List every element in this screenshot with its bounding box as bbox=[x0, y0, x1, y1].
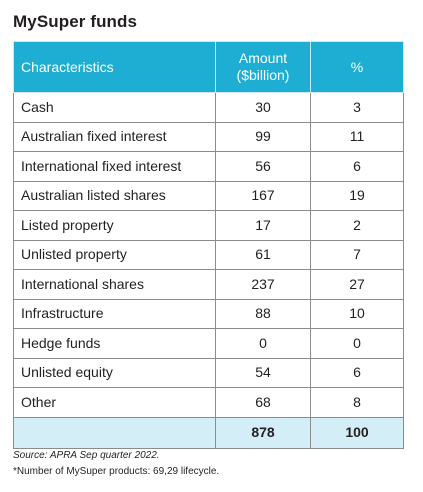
page-title: MySuper funds bbox=[13, 12, 138, 31]
table-row: Hedge funds 0 0 bbox=[13, 328, 404, 359]
table-row: Other 68 8 bbox=[13, 387, 404, 418]
row-percent: 8 bbox=[310, 387, 404, 418]
row-amount: 54 bbox=[215, 357, 311, 388]
row-label: International shares bbox=[13, 269, 216, 300]
row-percent: 6 bbox=[310, 151, 404, 182]
row-label: Unlisted equity bbox=[13, 357, 216, 388]
row-label: Cash bbox=[13, 92, 216, 123]
row-amount: 56 bbox=[215, 151, 311, 182]
table-header-row: Characteristics Amount ($billion) % bbox=[13, 41, 404, 93]
row-amount: 17 bbox=[215, 210, 311, 241]
row-percent: 27 bbox=[310, 269, 404, 300]
table-row: Australian listed shares 167 19 bbox=[13, 180, 404, 211]
table-row: Australian fixed interest 99 11 bbox=[13, 121, 404, 152]
row-amount: 237 bbox=[215, 269, 311, 300]
row-amount: 167 bbox=[215, 180, 311, 211]
row-percent: 6 bbox=[310, 357, 404, 388]
header-percent: % bbox=[310, 41, 404, 93]
source-note: Source: APRA Sep quarter 2022. bbox=[13, 450, 160, 461]
row-amount: 0 bbox=[215, 328, 311, 359]
row-amount: 61 bbox=[215, 239, 311, 270]
row-percent: 2 bbox=[310, 210, 404, 241]
row-amount: 88 bbox=[215, 298, 311, 329]
mysuper-funds-table: Characteristics Amount ($billion) % Cash… bbox=[13, 41, 404, 449]
row-amount: 30 bbox=[215, 92, 311, 123]
row-amount: 68 bbox=[215, 387, 311, 418]
row-amount: 99 bbox=[215, 121, 311, 152]
total-amount: 878 bbox=[215, 416, 311, 449]
row-percent: 7 bbox=[310, 239, 404, 270]
row-label: Listed property bbox=[13, 210, 216, 241]
row-label: Unlisted property bbox=[13, 239, 216, 270]
table-row: Infrastructure 88 10 bbox=[13, 298, 404, 329]
header-characteristics: Characteristics bbox=[13, 41, 216, 93]
row-percent: 0 bbox=[310, 328, 404, 359]
header-amount-line1: Amount bbox=[238, 50, 288, 66]
table-row: Unlisted property 61 7 bbox=[13, 239, 404, 270]
table-row: Cash 30 3 bbox=[13, 92, 404, 123]
row-percent: 3 bbox=[310, 92, 404, 123]
row-label: Australian fixed interest bbox=[13, 121, 216, 152]
row-label: Other bbox=[13, 387, 216, 418]
row-label: International fixed interest bbox=[13, 151, 216, 182]
row-label: Hedge funds bbox=[13, 328, 216, 359]
header-amount-line2: ($billion) bbox=[236, 67, 290, 83]
row-percent: 10 bbox=[310, 298, 404, 329]
row-label: Australian listed shares bbox=[13, 180, 216, 211]
table-row: International shares 237 27 bbox=[13, 269, 404, 300]
footnote: *Number of MySuper products: 69,29 lifec… bbox=[13, 466, 220, 477]
total-row: 878 100 bbox=[13, 416, 404, 449]
header-amount: Amount ($billion) bbox=[215, 41, 311, 93]
table-row: International fixed interest 56 6 bbox=[13, 151, 404, 182]
row-label: Infrastructure bbox=[13, 298, 216, 329]
total-percent: 100 bbox=[310, 416, 404, 449]
total-label bbox=[13, 416, 216, 449]
row-percent: 19 bbox=[310, 180, 404, 211]
row-percent: 11 bbox=[310, 121, 404, 152]
table-row: Listed property 17 2 bbox=[13, 210, 404, 241]
table-row: Unlisted equity 54 6 bbox=[13, 357, 404, 388]
